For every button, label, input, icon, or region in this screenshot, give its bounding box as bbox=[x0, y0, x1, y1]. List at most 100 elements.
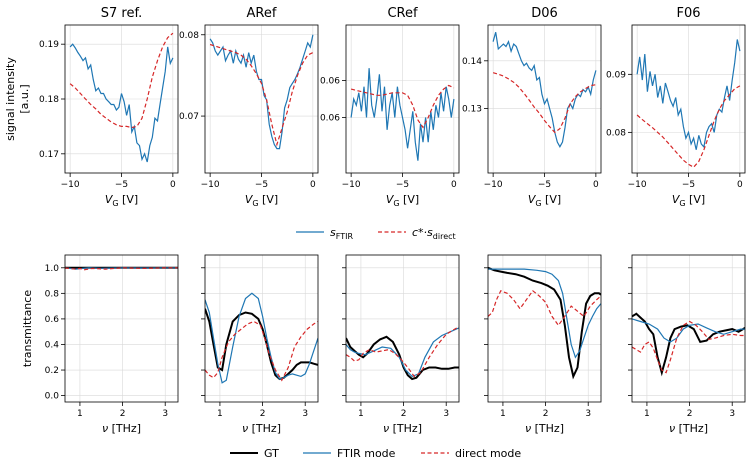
y-tick-label: 0.13 bbox=[462, 105, 482, 115]
x-tick-label: 2 bbox=[401, 409, 407, 419]
plot-frame bbox=[487, 254, 602, 403]
panel-title: S7 ref. bbox=[101, 6, 142, 21]
series-line-ftir bbox=[346, 327, 459, 378]
series-line-ftir bbox=[350, 68, 455, 161]
x-tick-label: 1 bbox=[644, 409, 650, 419]
x-tick-label: 2 bbox=[260, 409, 266, 419]
series-line-gt bbox=[632, 312, 745, 377]
y-tick-label: 0.17 bbox=[39, 150, 59, 160]
legend-top: sFTIR c*·sdirect bbox=[296, 226, 456, 241]
series-line-direct bbox=[632, 320, 745, 374]
series-line-direct bbox=[636, 85, 741, 168]
y-tick-label: 0.08 bbox=[606, 128, 626, 138]
x-axis-label: VG [V] bbox=[672, 193, 705, 208]
x-tick-label: 0 bbox=[310, 180, 316, 190]
x-tick-label: 3 bbox=[729, 409, 735, 419]
y-tick-label: 1.0 bbox=[45, 264, 60, 274]
series-line-direct bbox=[488, 289, 601, 327]
x-tick-label: 3 bbox=[585, 409, 591, 419]
x-axis-label: VG [V] bbox=[105, 193, 138, 208]
panel-0: −10 −5 0 0.17 0.18 0.19 S7 ref. VG [V] signal in… bbox=[4, 6, 179, 208]
series-line-ftir bbox=[632, 318, 745, 343]
series-line-ftir bbox=[488, 268, 601, 359]
y-tick-label: 0.4 bbox=[45, 340, 60, 350]
x-axis-label: ν [THz] bbox=[383, 422, 422, 435]
y-tick-label: 0.19 bbox=[39, 40, 59, 50]
panel-4: −10 −5 0 0.08 0.09 F06 VG [V] bbox=[606, 6, 746, 208]
legend-label-ftir: sFTIR bbox=[330, 226, 353, 241]
panel-title: ARef bbox=[247, 6, 277, 21]
series-line-direct bbox=[346, 326, 459, 378]
panel-title: F06 bbox=[676, 6, 700, 21]
y-tick-label: 0.09 bbox=[606, 70, 626, 80]
panel-title: CRef bbox=[387, 6, 418, 21]
x-tick-label: −5 bbox=[115, 180, 128, 190]
y-tick-label: 0.2 bbox=[45, 366, 59, 376]
legend-label-gt: GT bbox=[264, 447, 279, 460]
x-tick-label: 1 bbox=[358, 409, 364, 419]
x-axis-label: ν [THz] bbox=[525, 422, 564, 435]
x-tick-label: −10 bbox=[628, 180, 647, 190]
panel-6: 1 2 3 ν [THz] bbox=[201, 254, 319, 435]
x-tick-label: 0 bbox=[593, 180, 599, 190]
plot-frame bbox=[64, 254, 179, 403]
x-tick-label: −10 bbox=[61, 180, 80, 190]
x-axis-label: ν [THz] bbox=[669, 422, 708, 435]
legend-label-ftir: FTIR mode bbox=[337, 447, 396, 460]
panel-2: −10 −5 0 0.06 0.06 CRef VG [V] bbox=[320, 6, 460, 208]
plot-frame bbox=[345, 254, 460, 403]
x-tick-label: 0 bbox=[170, 180, 176, 190]
series-line-ftir bbox=[209, 34, 314, 150]
y-tick-label: 0.0 bbox=[45, 392, 60, 402]
y-tick-label: 0.06 bbox=[320, 114, 340, 124]
series-line-direct bbox=[205, 320, 318, 382]
legend-label-direct: c*·sdirect bbox=[412, 226, 456, 241]
y-axis-label: transmittance bbox=[21, 290, 34, 367]
plot-frame bbox=[631, 254, 746, 403]
series-line-ftir bbox=[205, 292, 318, 384]
x-axis-label: ν [THz] bbox=[242, 422, 281, 435]
y-axis-label: signal intensity[a.u.] bbox=[4, 57, 31, 141]
x-tick-label: −10 bbox=[201, 180, 220, 190]
panel-3: −10 −5 0 0.13 0.14 D06 VG [V] bbox=[462, 6, 602, 208]
series-line-direct bbox=[350, 84, 455, 129]
panel-1: −10 −5 0 0.07 0.08 ARef VG [V] bbox=[179, 6, 319, 208]
y-tick-label: 0.08 bbox=[179, 31, 199, 41]
x-axis-label: ν [THz] bbox=[102, 422, 141, 435]
panel-title: D06 bbox=[531, 6, 558, 21]
series-line-gt bbox=[488, 266, 601, 380]
series-line-ftir bbox=[636, 39, 741, 150]
x-tick-label: 2 bbox=[120, 409, 126, 419]
series-line-ftir bbox=[492, 32, 597, 148]
panel-7: 1 2 3 ν [THz] bbox=[342, 254, 460, 435]
x-tick-label: 1 bbox=[77, 409, 83, 419]
panel-5: 1 2 3 0.0 0.2 0.4 0.6 0.8 1.0 ν [THz] transmittanc… bbox=[21, 254, 179, 435]
panel-9: 1 2 3 ν [THz] bbox=[628, 254, 746, 435]
x-tick-label: 3 bbox=[162, 409, 168, 419]
y-tick-label: 0.06 bbox=[320, 77, 340, 87]
y-tick-label: 0.6 bbox=[45, 315, 60, 325]
x-tick-label: 2 bbox=[543, 409, 549, 419]
x-tick-label: 3 bbox=[302, 409, 308, 419]
y-tick-label: 0.18 bbox=[39, 95, 59, 105]
x-tick-label: −10 bbox=[342, 180, 361, 190]
y-tick-label: 0.07 bbox=[179, 112, 199, 122]
x-tick-label: −5 bbox=[255, 180, 268, 190]
x-axis-label: VG [V] bbox=[386, 193, 419, 208]
x-tick-label: −10 bbox=[484, 180, 503, 190]
plot-frame bbox=[204, 254, 319, 403]
legend-label-direct: direct mode bbox=[455, 447, 521, 460]
series-line-direct bbox=[65, 267, 178, 271]
x-tick-label: 0 bbox=[737, 180, 743, 190]
x-tick-label: −5 bbox=[396, 180, 409, 190]
series-line-direct bbox=[209, 43, 314, 147]
x-tick-label: 2 bbox=[687, 409, 693, 419]
x-tick-label: 3 bbox=[443, 409, 449, 419]
series-line-ftir bbox=[69, 43, 174, 163]
x-tick-label: −5 bbox=[682, 180, 695, 190]
x-axis-label: VG [V] bbox=[528, 193, 561, 208]
series-line-direct bbox=[69, 32, 174, 129]
x-tick-label: 0 bbox=[451, 180, 457, 190]
y-tick-label: 0.8 bbox=[45, 289, 60, 299]
